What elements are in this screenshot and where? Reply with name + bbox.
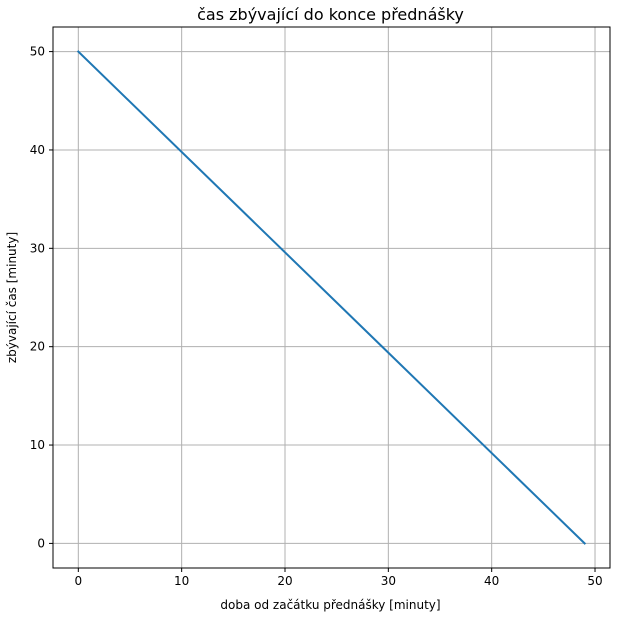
x-tick-label: 40 [484, 574, 499, 588]
plot-area-frame [52, 26, 611, 569]
grid [53, 27, 610, 568]
x-axis-label: doba od začátku přednášky [minuty] [220, 598, 440, 612]
x-tick-label: 50 [587, 574, 602, 588]
series-layer [76, 50, 587, 545]
y-tick-label: 30 [30, 241, 45, 255]
y-tick-label: 20 [30, 340, 45, 354]
x-tick-label: 10 [174, 574, 189, 588]
y-tick-label: 40 [30, 143, 45, 157]
x-tick-label: 0 [74, 574, 82, 588]
x-axis-ticks: 0 10 20 30 40 50 [74, 568, 603, 588]
series-line-0 [76, 50, 587, 545]
y-axis-ticks: 0 10 20 30 40 50 [30, 45, 53, 550]
y-axis-label: zbývající čas [minuty] [5, 232, 19, 363]
y-tick-label: 0 [37, 536, 45, 550]
x-tick-label: 30 [381, 574, 396, 588]
x-tick-label: 20 [277, 574, 292, 588]
chart-title: čas zbývající do konce přednášky [197, 5, 464, 24]
y-tick-label: 50 [30, 45, 45, 59]
y-tick-label: 10 [30, 438, 45, 452]
